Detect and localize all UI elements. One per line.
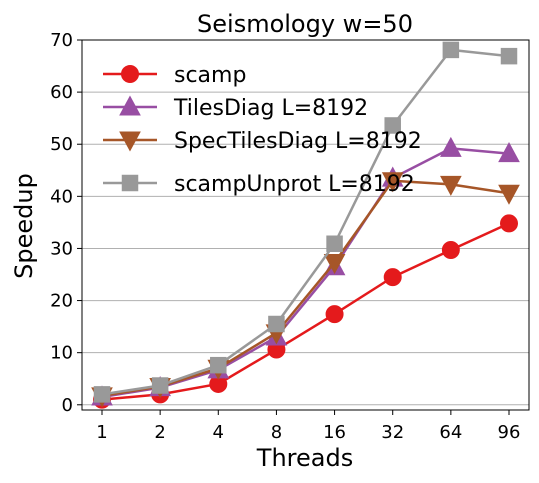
- y-tick-label: 70: [50, 30, 73, 51]
- plot-frame: [81, 39, 530, 411]
- data-point: [440, 136, 462, 157]
- y-tick-label: 40: [50, 186, 73, 207]
- data-point: [498, 142, 520, 163]
- x-tick-label: 4: [213, 422, 224, 443]
- data-point: [384, 117, 401, 134]
- data-point: [151, 377, 169, 394]
- data-point: [441, 241, 460, 260]
- data-point: [210, 356, 227, 374]
- plot-series: [91, 41, 520, 409]
- y-tick-label: 20: [50, 291, 73, 312]
- data-point: [498, 184, 520, 205]
- legend-item: TilesDiag L=8192: [103, 95, 368, 121]
- x-tick-label: 16: [323, 422, 346, 443]
- y-axis-ticks: 0 10 20 30 40 50 60 70: [50, 30, 82, 416]
- x-tick-label: 8: [271, 422, 282, 443]
- legend-marker: [121, 174, 139, 192]
- legend-label: TilesDiag L=8192: [173, 96, 368, 121]
- y-axis-title: Speedup: [10, 173, 38, 279]
- data-point: [268, 315, 285, 333]
- data-point: [326, 235, 343, 253]
- legend-marker: [121, 65, 139, 83]
- legend-item: scamp: [103, 63, 246, 88]
- x-axis-ticks: 1 2 4 8 16 32 64 96: [96, 410, 520, 443]
- series-scampunprot-l-8192: [93, 41, 518, 403]
- data-point: [500, 214, 518, 233]
- data-point: [93, 386, 111, 403]
- y-tick-label: 60: [50, 82, 73, 103]
- legend: scamp TilesDiag L=8192 SpecTilesDiag L=819…: [103, 63, 422, 197]
- legend-item: SpecTilesDiag L=8192: [103, 129, 422, 154]
- x-tick-label: 2: [154, 422, 165, 443]
- data-point: [381, 172, 404, 193]
- series-spectilesdiag-l-8192: [91, 172, 520, 408]
- x-tick-label: 32: [381, 422, 404, 443]
- y-tick-label: 10: [50, 343, 73, 364]
- series-line: [101, 48, 510, 396]
- x-tick-label: 1: [96, 422, 107, 443]
- data-point: [323, 254, 346, 275]
- legend-label: SpecTilesDiag L=8192: [174, 129, 422, 154]
- x-tick-label: 64: [439, 422, 462, 443]
- data-point: [440, 175, 462, 196]
- legend-item: scampUnprot L=8192: [103, 172, 415, 197]
- data-point: [325, 305, 344, 324]
- x-axis-title: Threads: [256, 444, 353, 472]
- data-point: [442, 41, 460, 59]
- grid: [82, 39, 529, 406]
- data-point: [500, 47, 518, 65]
- legend-label: scampUnprot L=8192: [174, 172, 415, 197]
- chart-title: Seismology w=50: [197, 10, 413, 38]
- y-tick-label: 50: [50, 134, 73, 155]
- y-tick-label: 0: [62, 395, 73, 416]
- series-line: [101, 179, 510, 398]
- legend-marker: [119, 131, 141, 152]
- x-tick-label: 96: [498, 422, 521, 443]
- legend-label: scamp: [174, 63, 246, 88]
- series-line: [101, 222, 510, 401]
- legend-marker: [119, 95, 141, 116]
- y-tick-label: 30: [50, 238, 73, 259]
- data-point: [383, 268, 402, 287]
